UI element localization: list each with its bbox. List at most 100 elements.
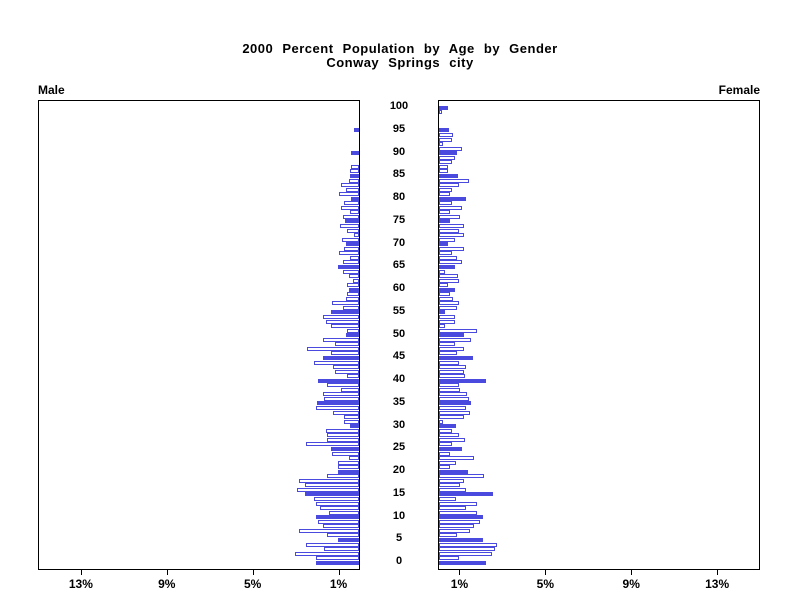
bar-female-age-22 — [439, 460, 456, 465]
bar-female-age-68 — [439, 251, 452, 256]
bar-male-age-51 — [347, 328, 359, 333]
bar-male-age-83 — [341, 183, 359, 188]
bar-female-age-94 — [439, 133, 453, 137]
tick-left-9 — [166, 570, 168, 575]
age-label-5: 5 — [395, 532, 403, 545]
bar-female-age-52 — [439, 324, 445, 329]
bar-male-age-7 — [299, 528, 359, 533]
age-label-10: 10 — [392, 509, 406, 522]
bar-female-age-23 — [439, 456, 474, 461]
bar-female-age-13 — [439, 501, 477, 506]
bar-female-age-50 — [439, 333, 464, 338]
bar-male-age-20 — [338, 469, 359, 474]
bar-female-age-12 — [439, 506, 466, 511]
bar-female-age-73 — [439, 228, 459, 233]
bar-female-age-69 — [439, 246, 464, 251]
bar-female-age-51 — [439, 328, 477, 333]
bar-female-age-28 — [439, 433, 459, 438]
age-label-20: 20 — [392, 464, 406, 477]
bar-female-age-62 — [439, 278, 459, 283]
bar-female-age-56 — [439, 305, 457, 310]
bar-female-age-85 — [439, 173, 458, 178]
female-panel-label: Female — [718, 83, 760, 97]
bar-female-age-91 — [439, 146, 462, 151]
bar-male-age-48 — [335, 342, 359, 347]
bar-female-age-74 — [439, 224, 464, 228]
bar-female-age-10 — [439, 515, 483, 520]
bar-female-age-37 — [439, 392, 467, 397]
bar-female-age-70 — [439, 242, 448, 247]
bar-female-age-45 — [439, 355, 473, 360]
bar-male-age-53 — [326, 319, 359, 324]
bar-female-age-59 — [439, 292, 450, 297]
bar-male-age-80 — [351, 196, 359, 201]
bar-female-age-58 — [439, 296, 453, 301]
bar-male-age-27 — [327, 437, 359, 442]
bar-male-age-9 — [318, 519, 359, 524]
bar-female-age-40 — [439, 378, 486, 383]
tick-label-left-1: 1% — [329, 577, 348, 591]
age-label-35: 35 — [392, 395, 406, 408]
age-label-80: 80 — [392, 191, 406, 204]
bar-male-age-67 — [350, 255, 359, 260]
bar-male-age-23 — [349, 456, 359, 461]
bar-female-age-24 — [439, 451, 450, 456]
chart-title: 2000 Percent Population by Age by Gender — [242, 41, 558, 56]
bar-male-age-57 — [332, 301, 359, 306]
bar-male-age-95 — [354, 128, 359, 133]
bar-female-age-61 — [439, 283, 448, 288]
bar-female-age-49 — [439, 337, 471, 342]
bar-male-age-59 — [347, 292, 359, 297]
bar-male-age-77 — [350, 210, 359, 215]
bar-female-age-65 — [439, 264, 455, 269]
bar-male-age-84 — [349, 178, 359, 183]
tick-label-right-5: 5% — [536, 577, 555, 591]
bar-male-age-44 — [314, 360, 359, 365]
bar-male-age-41 — [347, 374, 359, 379]
age-label-85: 85 — [392, 168, 406, 181]
bar-male-age-71 — [342, 237, 359, 242]
tick-label-left-9: 9% — [158, 577, 176, 591]
bar-female-age-63 — [439, 274, 458, 279]
tick-label-right-9: 9% — [622, 577, 640, 591]
age-label-70: 70 — [392, 236, 406, 249]
age-label-45: 45 — [392, 350, 406, 363]
bar-female-age-3 — [439, 547, 495, 552]
bar-female-age-44 — [439, 360, 459, 365]
male-bars-panel — [38, 100, 360, 570]
bar-male-age-52 — [331, 324, 359, 329]
bar-male-age-16 — [297, 487, 359, 492]
bar-female-age-47 — [439, 346, 464, 351]
bar-female-age-92 — [439, 142, 443, 147]
bar-male-age-4 — [306, 542, 359, 547]
age-label-55: 55 — [392, 304, 406, 317]
bar-male-age-19 — [327, 474, 359, 479]
bar-female-age-25 — [439, 446, 462, 451]
bar-male-age-45 — [323, 355, 359, 360]
bar-male-age-14 — [314, 497, 359, 501]
bar-female-age-55 — [439, 310, 445, 315]
age-label-90: 90 — [392, 145, 406, 158]
bar-female-age-54 — [439, 315, 455, 319]
bar-female-age-72 — [439, 233, 464, 238]
bar-female-age-38 — [439, 387, 460, 392]
bar-female-age-79 — [439, 201, 452, 206]
bar-male-age-2 — [295, 551, 359, 556]
bar-male-age-39 — [327, 383, 359, 388]
bar-male-age-0 — [316, 560, 359, 565]
bar-male-age-18 — [299, 478, 359, 483]
bar-male-age-78 — [341, 205, 359, 210]
bar-female-age-31 — [439, 419, 443, 424]
bar-male-age-38 — [341, 387, 359, 392]
bar-male-age-43 — [333, 365, 359, 370]
tick-label-left-13: 13% — [68, 577, 93, 591]
bar-female-age-80 — [439, 196, 466, 201]
age-label-0: 0 — [395, 555, 403, 568]
age-label-60: 60 — [392, 282, 406, 295]
bar-female-age-67 — [439, 255, 457, 260]
bar-male-age-28 — [327, 433, 359, 438]
bar-female-age-95 — [439, 128, 449, 133]
bar-male-age-58 — [346, 296, 359, 301]
bar-male-age-63 — [349, 274, 359, 279]
